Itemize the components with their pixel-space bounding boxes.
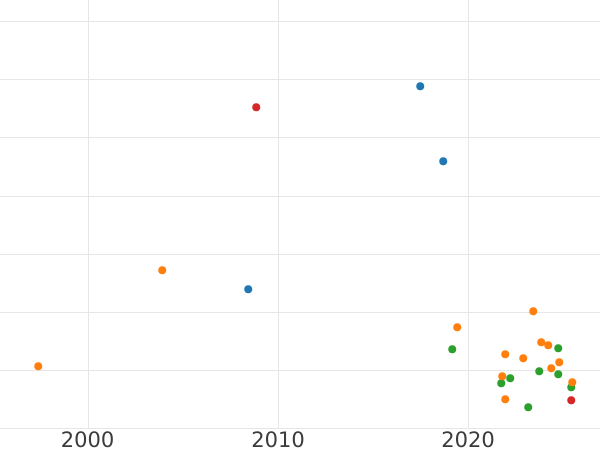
data-point-orange (568, 378, 576, 386)
data-point-green (497, 379, 505, 387)
horizontal-gridline (0, 428, 600, 429)
data-point-orange (519, 354, 527, 362)
data-point-blue (416, 82, 424, 90)
data-point-red (252, 103, 260, 111)
data-point-orange (501, 395, 509, 403)
data-point-orange (501, 350, 509, 358)
vertical-gridline (468, 0, 469, 428)
data-point-blue (244, 285, 252, 293)
data-point-orange (547, 364, 555, 372)
data-point-orange (498, 372, 506, 380)
x-tick-label-2010: 2010 (251, 428, 305, 450)
data-point-orange (529, 307, 537, 315)
x-tick-label-2020: 2020 (441, 428, 495, 450)
data-point-green (524, 403, 532, 411)
horizontal-gridline (0, 254, 600, 255)
data-point-red (567, 396, 575, 404)
horizontal-gridline (0, 79, 600, 80)
data-point-green (535, 367, 543, 375)
horizontal-gridline (0, 312, 600, 313)
data-point-green (554, 370, 562, 378)
data-point-orange (34, 362, 42, 370)
data-point-green (448, 345, 456, 353)
vertical-gridline (278, 0, 279, 428)
horizontal-gridline (0, 21, 600, 22)
data-point-orange (158, 266, 166, 274)
horizontal-gridline (0, 196, 600, 197)
data-point-orange (537, 338, 545, 346)
vertical-gridline (87, 0, 89, 428)
data-point-orange (453, 323, 461, 331)
data-point-orange (544, 341, 552, 349)
horizontal-gridline (0, 370, 600, 371)
data-point-blue (439, 157, 447, 165)
horizontal-gridline (0, 137, 600, 138)
data-point-green (506, 374, 514, 382)
data-point-orange (555, 358, 563, 366)
x-tick-label-2000: 2000 (60, 428, 115, 450)
data-point-green (567, 383, 575, 391)
data-point-green (554, 344, 562, 352)
